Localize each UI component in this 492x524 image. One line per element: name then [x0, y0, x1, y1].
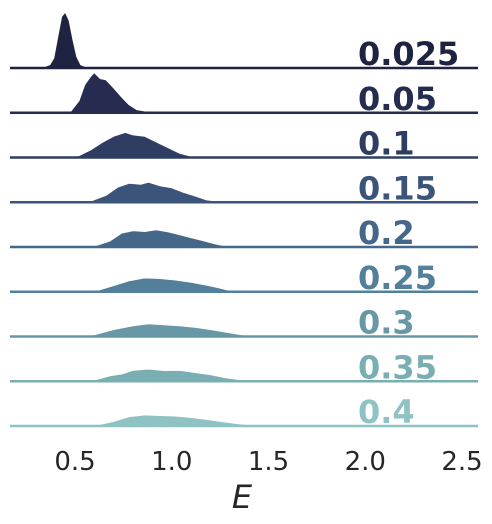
series-label-0.1: 0.1: [358, 125, 415, 163]
series-label-0.3: 0.3: [358, 304, 415, 342]
ridge-0.15: 0.15: [10, 169, 478, 207]
x-tick-label: 0.5: [54, 447, 95, 477]
x-tick-label: 2.5: [441, 447, 482, 477]
ridge-0.05: 0.05: [10, 71, 478, 118]
ridge-0.025: 0.025: [10, 10, 478, 73]
series-label-0.4: 0.4: [358, 393, 415, 431]
ridge-0.1: 0.1: [10, 125, 478, 163]
density-area-0.35: [78, 368, 289, 382]
x-tick-label: 2.0: [345, 447, 386, 477]
series-label-0.05: 0.05: [358, 80, 437, 118]
density-area-0.4: [78, 414, 298, 427]
density-area-0.3: [74, 322, 285, 338]
density-area-0.05: [62, 71, 163, 114]
series-label-0.25: 0.25: [358, 259, 437, 297]
ridge-0.25: 0.25: [10, 259, 478, 297]
ridge-0.2: 0.2: [10, 214, 478, 252]
density-area-0.25: [78, 277, 266, 293]
x-axis: 0.5 1.0 1.5 2.0 2.5: [54, 447, 482, 477]
ridge-0.3: 0.3: [10, 304, 478, 342]
density-area-0.025: [32, 10, 105, 69]
ridge-0.4: 0.4: [10, 393, 478, 431]
x-axis-label: E: [232, 478, 253, 516]
density-area-0.1: [67, 131, 215, 159]
ridges-group: 0.025 0.05 0.1 0.15 0.2 0.25 0.3 0.35 0.4: [10, 10, 478, 431]
x-tick-label: 1.5: [248, 447, 289, 477]
series-label-0.15: 0.15: [358, 169, 437, 207]
ridge-0.35: 0.35: [10, 348, 478, 386]
series-label-0.2: 0.2: [358, 214, 415, 252]
density-area-0.15: [74, 181, 241, 203]
series-label-0.025: 0.025: [358, 35, 459, 73]
density-area-0.2: [78, 228, 250, 248]
x-tick-label: 1.0: [151, 447, 192, 477]
series-label-0.35: 0.35: [358, 348, 437, 386]
